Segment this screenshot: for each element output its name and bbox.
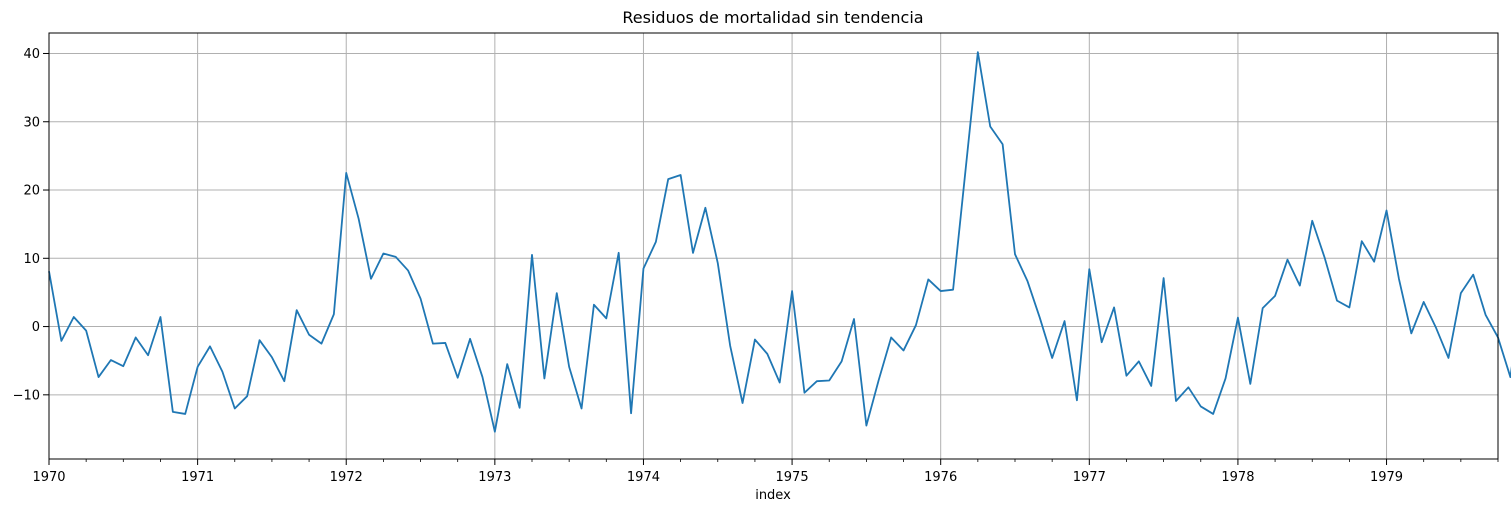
series-layer [48, 51, 1511, 433]
x-axis: 1970 1971 1972 1973 1974 1975 1976 1977 1978 1979 [32, 459, 1499, 485]
x-axis-label: index [755, 488, 791, 503]
series-line [48, 51, 1511, 433]
x-tick-label: 1977 [1073, 470, 1106, 485]
x-tick-label: 1976 [924, 470, 957, 485]
x-tick-label: 1979 [1370, 470, 1403, 485]
y-tick-label: 30 [23, 115, 40, 130]
chart-title: Residuos de mortalidad sin tendencia [622, 8, 923, 27]
y-axis: −10 0 10 20 30 40 [13, 47, 49, 403]
x-tick-label: 1975 [776, 470, 809, 485]
x-tick-label: 1973 [478, 470, 511, 485]
x-tick-label: 1970 [32, 470, 65, 485]
grid [48, 33, 1498, 459]
y-tick-label: 40 [23, 47, 40, 62]
y-tick-label: 20 [23, 184, 40, 199]
y-tick-label: 10 [23, 252, 40, 267]
x-tick-label: 1974 [627, 470, 660, 485]
plot-frame [48, 32, 1499, 460]
y-tick-label: 0 [32, 320, 40, 335]
x-tick-label: 1978 [1221, 470, 1254, 485]
x-tick-label: 1971 [181, 470, 214, 485]
y-tick-label: −10 [13, 388, 40, 403]
x-tick-label: 1972 [330, 470, 363, 485]
